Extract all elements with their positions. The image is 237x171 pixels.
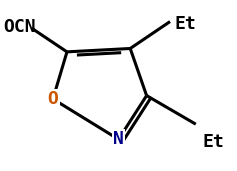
Text: OCN: OCN [4,18,36,36]
Text: N: N [113,130,124,148]
Text: Et: Et [175,15,196,33]
Text: O: O [47,90,58,108]
Text: Et: Et [203,133,225,151]
